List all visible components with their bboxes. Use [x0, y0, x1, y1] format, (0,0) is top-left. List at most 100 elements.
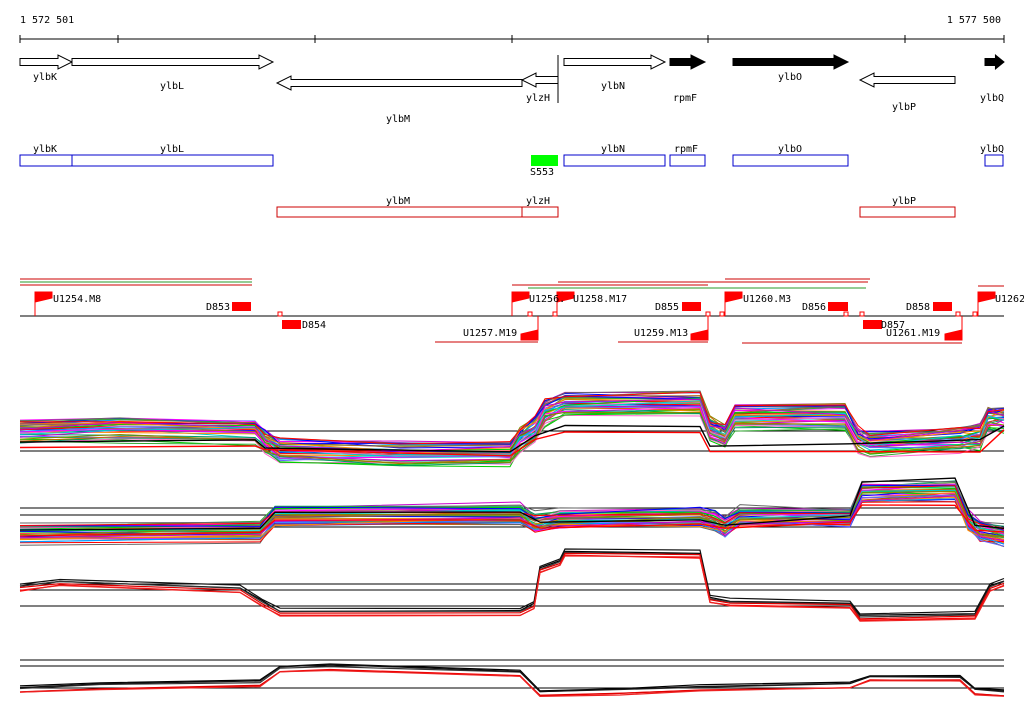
expression-panel-1: [19, 390, 1005, 468]
feature-box-d853[interactable]: [232, 302, 251, 311]
feature-box-d855[interactable]: [682, 302, 701, 311]
expression-trace: [19, 504, 1005, 537]
expression-trace: [19, 490, 1005, 537]
feature-label-d856: D856: [802, 302, 826, 313]
gene-arrow-ylbL[interactable]: [71, 54, 275, 70]
expression-trace: [19, 429, 1005, 457]
feature-label-d857: D857: [881, 320, 905, 331]
expression-trace: [19, 484, 1005, 531]
expression-trace: [19, 552, 1005, 620]
feature-label-u1257[interactable]: U1257.M19: [463, 328, 517, 339]
feature-label-u1258[interactable]: U1258.M17: [573, 294, 627, 305]
terminator-mark: [719, 311, 725, 317]
gene-arrow-ylbN[interactable]: [563, 54, 667, 70]
promoter-flag[interactable]: [944, 316, 963, 341]
annotation-box-ylbQ[interactable]: [984, 154, 1004, 167]
expression-panel-2: [19, 477, 1005, 548]
gene-arrow-ylbQ[interactable]: [984, 53, 1005, 71]
gene-label-ylbK[interactable]: ylbK: [33, 72, 57, 83]
annotation-label-ylzH: ylzH: [526, 196, 550, 207]
expression-panel-4: [19, 659, 1005, 698]
ruler-end-label: 1 577 500: [947, 15, 1001, 26]
feature-label-d855: D855: [655, 302, 679, 313]
annotation-box-ylbO[interactable]: [732, 154, 849, 167]
expression-trace: [19, 405, 1005, 462]
feature-box-d857[interactable]: [863, 320, 882, 329]
promoter-flag[interactable]: [34, 291, 53, 316]
promoter-flag[interactable]: [690, 316, 709, 341]
forward-annotation-track: ylbK ylbL ylbN rpmF ylbO ylbQ S553: [19, 144, 1004, 178]
gene-label-ylbM[interactable]: ylbM: [386, 114, 410, 125]
gene-arrow-ylbO[interactable]: [732, 54, 850, 70]
gene-label-rpmF[interactable]: rpmF: [673, 93, 697, 104]
gene-arrow-ylbP[interactable]: [858, 72, 956, 88]
gene-label-ylzH[interactable]: ylzH: [526, 93, 550, 104]
annotation-label-ylbP: ylbP: [892, 196, 916, 207]
gene-arrow-ylbK[interactable]: [19, 54, 74, 70]
promoter-flag[interactable]: [511, 291, 530, 316]
annotation-box-ylzH[interactable]: [521, 206, 559, 218]
feature-box-d854[interactable]: [282, 320, 301, 329]
feature-label-d854: D854: [302, 320, 326, 331]
expression-trace: [19, 477, 1005, 531]
feature-label-u1262[interactable]: U1262: [995, 294, 1024, 305]
feature-track: U1254.M8 U1256. U1258.M17 U1260.M3 U1262…: [20, 278, 1024, 344]
terminator-mark: [552, 311, 558, 317]
feature-box-d858[interactable]: [933, 302, 952, 311]
terminator-mark: [527, 311, 533, 317]
expression-trace: [19, 555, 1005, 622]
gene-arrow-rpmF[interactable]: [669, 54, 707, 70]
marker-label: S553: [530, 167, 554, 178]
terminator-mark: [705, 311, 711, 317]
annotation-label-ylbM: ylbM: [386, 196, 410, 207]
annotation-label-ylbL: ylbL: [160, 144, 184, 155]
expression-trace: [19, 397, 1005, 446]
promoter-flag[interactable]: [520, 316, 539, 341]
coordinate-ruler: 1 572 501 1 577 500: [19, 15, 1005, 43]
feature-label-d853: D853: [206, 302, 230, 313]
feature-label-u1261[interactable]: U1261.M19: [886, 328, 940, 339]
terminator-mark: [972, 311, 978, 317]
expression-trace: [19, 398, 1005, 452]
promoter-flag[interactable]: [556, 291, 575, 316]
expression-trace: [19, 663, 1005, 692]
gene-arrow-ylzH[interactable]: [520, 72, 559, 88]
annotation-label-ylbK: ylbK: [33, 144, 57, 155]
expression-trace: [19, 412, 1005, 464]
terminator-mark: [955, 311, 961, 317]
expression-panel-3: [19, 548, 1005, 622]
annotation-box-ylbN[interactable]: [563, 154, 666, 167]
expression-trace: [19, 391, 1005, 445]
gene-label-ylbQ[interactable]: ylbQ: [980, 93, 1004, 104]
feature-box-d856[interactable]: [828, 302, 848, 311]
feature-label-u1254[interactable]: U1254.M8: [53, 294, 101, 305]
reverse-annotation-track: ylbM ylzH ylbP: [276, 196, 956, 218]
gene-track: ylbK ylbL ylbM ylzH ylbN rpmF ylbO ylbP …: [19, 53, 1005, 125]
feature-label-u1256[interactable]: U1256.: [529, 294, 565, 305]
annotation-label-ylbN: ylbN: [601, 144, 625, 155]
annotation-label-ylbO: ylbO: [778, 144, 802, 155]
gene-label-ylbN[interactable]: ylbN: [601, 81, 625, 92]
feature-label-u1259[interactable]: U1259.M13: [634, 328, 688, 339]
expression-trace: [19, 414, 1005, 465]
annotation-label-ylbQ: ylbQ: [980, 144, 1004, 155]
promoter-flag[interactable]: [977, 291, 996, 316]
expression-trace: [19, 663, 1005, 693]
annotation-box-ylbK[interactable]: [19, 154, 73, 167]
gene-label-ylbO[interactable]: ylbO: [778, 72, 802, 83]
annotation-box-ylbL[interactable]: [71, 154, 274, 167]
marker-box-s553[interactable]: [531, 155, 558, 166]
promoter-flag[interactable]: [724, 291, 743, 316]
gene-label-ylbL[interactable]: ylbL: [160, 81, 184, 92]
annotation-box-ylbP[interactable]: [859, 206, 956, 218]
feature-label-u1260[interactable]: U1260.M3: [743, 294, 791, 305]
terminator-mark: [859, 311, 865, 317]
expression-trace: [19, 412, 1005, 468]
annotation-box-rpmF[interactable]: [669, 154, 706, 167]
expression-trace: [19, 548, 1005, 615]
annotation-box-ylbM[interactable]: [276, 206, 523, 218]
gene-arrow-ylbM[interactable]: [275, 75, 523, 91]
gene-label-ylbP[interactable]: ylbP: [892, 102, 916, 113]
ruler-start-label: 1 572 501: [20, 15, 74, 26]
